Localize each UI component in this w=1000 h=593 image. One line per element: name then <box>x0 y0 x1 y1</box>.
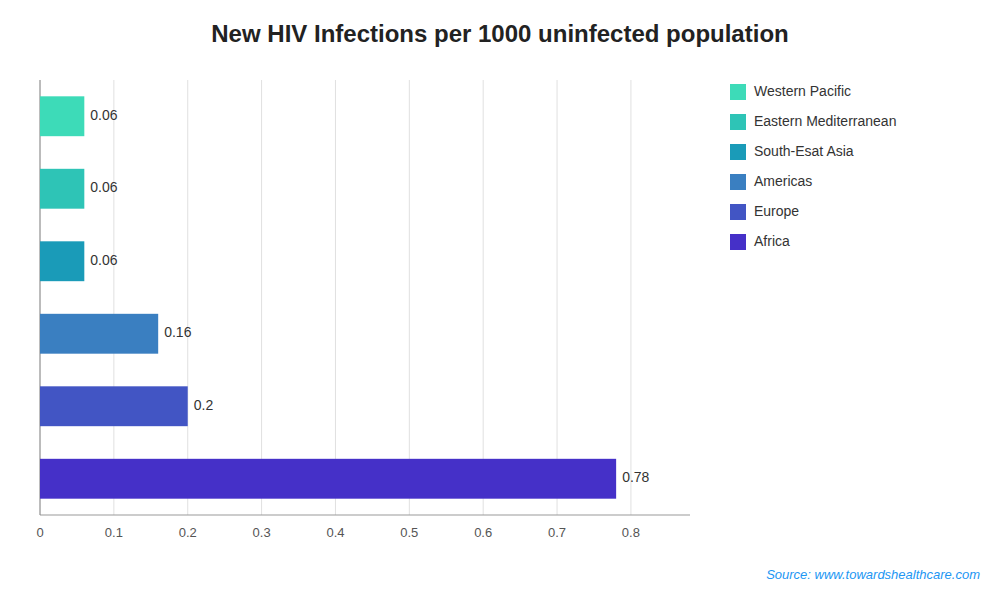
grid-line <box>557 80 558 515</box>
data-labels: 0.06 0.06 0.06 0.16 0.2 0.78 <box>90 107 649 486</box>
chart: New HIV Infections per 1000 uninfected p… <box>0 0 1000 593</box>
tick-label: 0.8 <box>622 525 640 540</box>
grid-line <box>261 80 262 515</box>
grid-line <box>630 80 631 515</box>
grid-line <box>409 80 410 515</box>
bar <box>40 169 84 209</box>
bar <box>40 459 616 499</box>
data-label: 0.2 <box>194 397 214 413</box>
tick-label: 0.5 <box>400 525 418 540</box>
legend-label: Western Pacific <box>754 83 851 99</box>
grid-line <box>187 80 188 515</box>
grid-line <box>113 80 114 515</box>
grid-line <box>40 80 41 515</box>
legend-label: Eastern Mediterranean <box>754 113 896 129</box>
data-label: 0.78 <box>622 469 649 485</box>
bar <box>40 241 84 281</box>
legend-swatch <box>730 204 746 220</box>
data-label: 0.06 <box>90 252 117 268</box>
legend-swatch <box>730 84 746 100</box>
grid-line <box>483 80 484 515</box>
tick-label: 0 <box>36 525 43 540</box>
data-label: 0.06 <box>90 107 117 123</box>
y-axis-line <box>40 80 41 515</box>
tick-label: 0.3 <box>253 525 271 540</box>
x-axis-line <box>40 515 690 516</box>
legend: Western Pacific Eastern Mediterranean Sout… <box>730 83 896 250</box>
legend-label: Africa <box>754 233 790 249</box>
legend-swatch <box>730 144 746 160</box>
legend-label: Europe <box>754 203 799 219</box>
tick-label: 0.4 <box>326 525 344 540</box>
legend-swatch <box>730 114 746 130</box>
tick-label: 0.6 <box>474 525 492 540</box>
tick-label: 0.1 <box>105 525 123 540</box>
legend-swatch <box>730 174 746 190</box>
bars <box>40 96 616 498</box>
grid-line <box>335 80 336 515</box>
data-label: 0.06 <box>90 179 117 195</box>
grid <box>40 80 631 515</box>
title: New HIV Infections per 1000 uninfected p… <box>211 20 788 47</box>
legend-swatch <box>730 234 746 250</box>
bar <box>40 314 158 354</box>
source: Source: www.towardshealthcare.com <box>766 567 980 582</box>
legend-label: South-Esat Asia <box>754 143 854 159</box>
legend-label: Americas <box>754 173 812 189</box>
bar <box>40 386 188 426</box>
bar <box>40 96 84 136</box>
data-label: 0.16 <box>164 324 191 340</box>
tick-label: 0.2 <box>179 525 197 540</box>
tick-label: 0.7 <box>548 525 566 540</box>
